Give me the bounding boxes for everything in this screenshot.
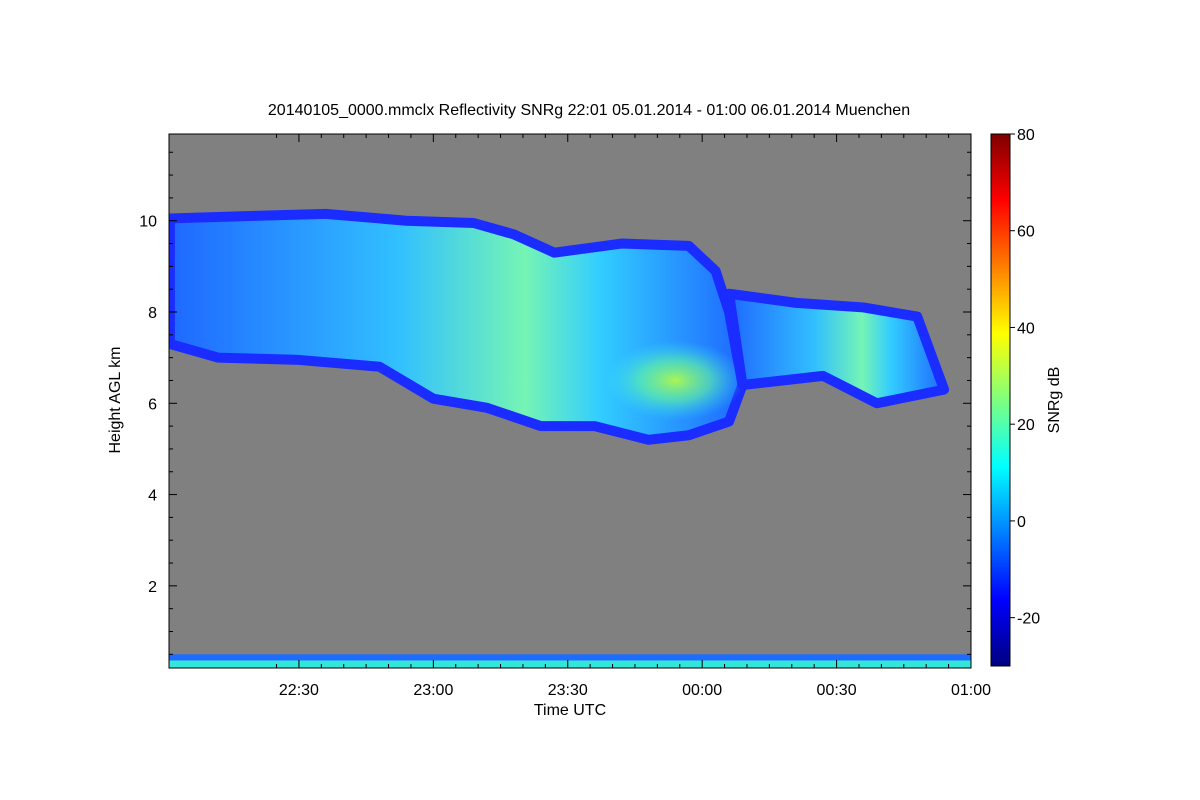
colorbar-ticks: -20 0 20 40 60 80	[1010, 127, 1040, 628]
surface-clutter-band	[169, 654, 971, 660]
y-tick-label: 4	[148, 488, 157, 505]
y-tick-label: 2	[148, 579, 157, 596]
chart: 20140105_0000.mmclx Reflectivity SNRg 22…	[0, 0, 1200, 800]
x-tick-label: 23:30	[548, 682, 588, 699]
x-axis-label: Time UTC	[534, 702, 606, 719]
colorbar-tick-label: 20	[1017, 417, 1035, 434]
x-tick-label: 00:30	[817, 682, 857, 699]
x-tick-label: 23:00	[413, 682, 453, 699]
colorbar-label: SNRg dB	[1046, 367, 1063, 434]
snr-peak-region	[605, 340, 745, 420]
y-tick-label: 6	[148, 396, 157, 413]
chart-title: 20140105_0000.mmclx Reflectivity SNRg 22…	[268, 102, 910, 119]
colorbar-tick-label: 40	[1017, 320, 1035, 337]
x-tick-label: 01:00	[951, 682, 991, 699]
colorbar-tick-label: 0	[1017, 514, 1026, 531]
x-tick-label: 00:00	[682, 682, 722, 699]
colorbar-tick-label: -20	[1017, 611, 1040, 628]
surface-clutter-band-lower	[169, 660, 971, 668]
colorbar	[991, 134, 1010, 666]
colorbar-tick-label: 60	[1017, 224, 1035, 241]
x-tick-label: 22:30	[279, 682, 319, 699]
y-tick-label: 8	[148, 305, 157, 322]
y-axis-label: Height AGL km	[107, 346, 124, 453]
y-tick-label: 10	[139, 214, 157, 231]
colorbar-tick-label: 80	[1017, 127, 1035, 144]
